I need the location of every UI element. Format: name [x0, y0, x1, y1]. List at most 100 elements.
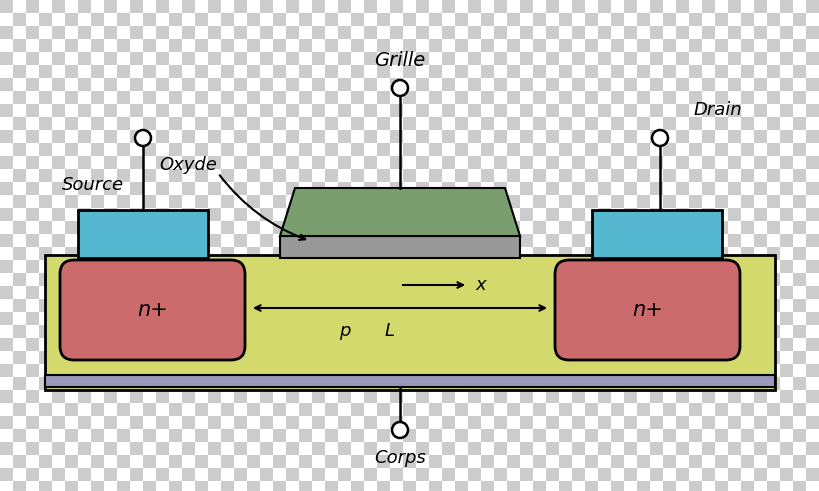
Bar	[792, 299, 805, 312]
Bar	[428, 299, 441, 312]
Bar	[688, 208, 701, 221]
Bar	[714, 364, 727, 377]
Bar	[117, 377, 130, 390]
Bar	[455, 195, 468, 208]
Bar	[818, 299, 819, 312]
Bar	[623, 13, 636, 26]
Bar	[247, 156, 260, 169]
Bar	[818, 416, 819, 429]
Bar	[65, 91, 78, 104]
Bar	[636, 234, 649, 247]
Bar	[610, 195, 623, 208]
Bar	[805, 260, 818, 273]
Bar	[545, 338, 559, 351]
Bar	[663, 390, 675, 403]
Bar	[104, 455, 117, 468]
Bar	[455, 468, 468, 481]
Bar	[0, 143, 13, 156]
Circle shape	[391, 80, 408, 96]
Bar	[779, 169, 792, 182]
Bar	[143, 481, 156, 491]
Bar	[247, 0, 260, 13]
Bar	[104, 273, 117, 286]
Bar	[740, 156, 753, 169]
Bar	[753, 52, 766, 65]
Bar	[415, 455, 428, 468]
Bar	[610, 234, 623, 247]
Bar	[195, 390, 208, 403]
Bar	[221, 481, 233, 491]
Bar	[532, 325, 545, 338]
Bar	[324, 156, 337, 169]
Bar	[805, 325, 818, 338]
Bar	[792, 468, 805, 481]
Bar	[299, 221, 311, 234]
Bar	[91, 91, 104, 104]
Bar	[727, 26, 740, 39]
Bar	[714, 208, 727, 221]
Bar	[766, 247, 779, 260]
Bar	[299, 143, 311, 156]
Bar	[52, 455, 65, 468]
Bar	[117, 0, 130, 13]
Bar	[65, 221, 78, 234]
Bar	[390, 221, 402, 234]
Bar	[91, 377, 104, 390]
Bar	[130, 403, 143, 416]
Bar	[233, 234, 247, 247]
Bar	[675, 169, 688, 182]
Bar	[130, 442, 143, 455]
Bar	[792, 364, 805, 377]
Bar	[364, 78, 377, 91]
Bar	[247, 429, 260, 442]
Bar	[532, 234, 545, 247]
Bar	[402, 481, 415, 491]
Bar	[818, 104, 819, 117]
Bar	[481, 104, 493, 117]
Bar	[818, 182, 819, 195]
Bar	[805, 52, 818, 65]
Bar	[428, 325, 441, 338]
Bar	[143, 169, 156, 182]
Bar	[65, 351, 78, 364]
Text: p: p	[338, 322, 350, 340]
Bar	[0, 312, 13, 325]
Bar	[65, 468, 78, 481]
Bar	[727, 52, 740, 65]
Bar	[221, 182, 233, 195]
Bar	[143, 286, 156, 299]
Bar	[740, 260, 753, 273]
Bar	[260, 377, 273, 390]
Bar	[701, 78, 714, 91]
Bar	[779, 260, 792, 273]
Bar	[415, 260, 428, 273]
Bar	[377, 442, 390, 455]
Bar	[311, 260, 324, 273]
Bar	[610, 65, 623, 78]
Bar	[779, 338, 792, 351]
Bar	[584, 247, 597, 260]
Bar	[130, 117, 143, 130]
Bar	[299, 260, 311, 273]
Bar	[39, 169, 52, 182]
Bar	[169, 351, 182, 364]
Bar	[649, 78, 663, 91]
Bar	[104, 481, 117, 491]
Bar	[130, 26, 143, 39]
Bar	[273, 143, 286, 156]
Bar	[65, 78, 78, 91]
Bar	[792, 416, 805, 429]
Bar	[273, 195, 286, 208]
Bar	[91, 130, 104, 143]
Bar	[805, 377, 818, 390]
Bar	[597, 117, 610, 130]
Bar	[584, 26, 597, 39]
Bar	[311, 182, 324, 195]
Bar	[13, 273, 26, 286]
Bar	[428, 286, 441, 299]
Bar	[753, 13, 766, 26]
Bar	[195, 130, 208, 143]
Bar	[636, 247, 649, 260]
Bar	[481, 286, 493, 299]
Bar	[572, 468, 584, 481]
